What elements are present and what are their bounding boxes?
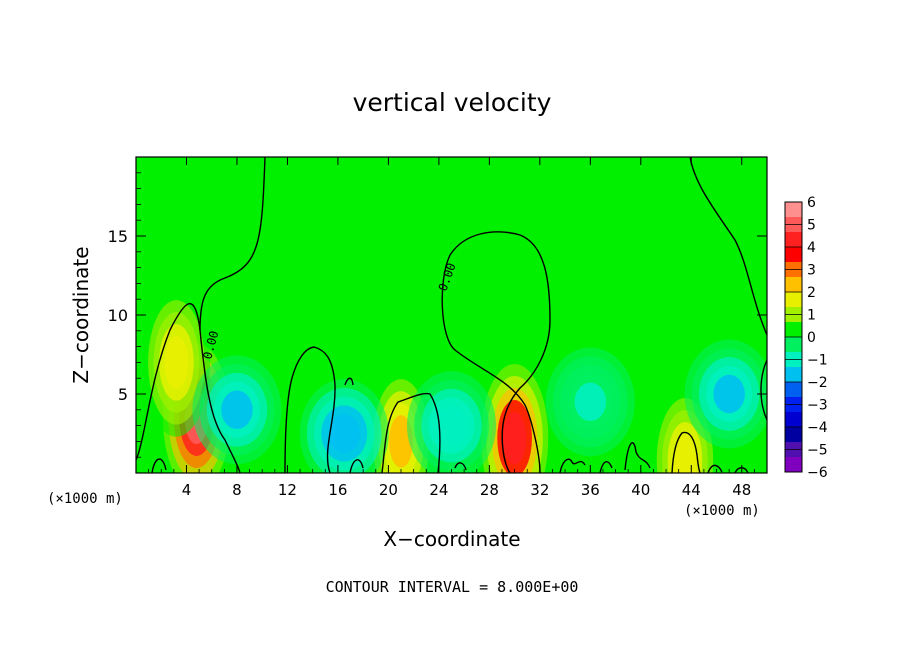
x-axis-label: X−coordinate	[383, 527, 521, 551]
colorbar-swatch	[785, 412, 802, 428]
field-blob-3-4	[389, 415, 413, 468]
y-axis: 5 10 15	[108, 172, 767, 458]
colorbar-swatch	[785, 277, 802, 293]
x-tick-label: 48	[732, 481, 751, 499]
colorbar-label: −3	[807, 398, 828, 414]
x-tick-label: 40	[631, 481, 650, 499]
colorbar-label: 6	[807, 195, 816, 211]
y-tick-label: 10	[108, 306, 128, 325]
x-tick-label: 20	[379, 481, 398, 499]
colorbar-swatch	[785, 292, 802, 308]
colorbar-label: 1	[807, 308, 816, 324]
field-blob-6-4	[328, 414, 360, 453]
contour-44	[671, 431, 701, 473]
colorbar-label: 0	[807, 330, 816, 346]
colorbar-swatch	[785, 247, 802, 263]
contour-interval-note: CONTOUR INTERVAL = 8.000E+00	[325, 578, 579, 596]
colorbar-label: −4	[807, 420, 828, 436]
x-tick-label: 44	[682, 481, 701, 499]
colorbar-swatch	[785, 337, 802, 353]
x-axis: 4 8 12 16 20 24 28 32 36 40 44 48	[148, 157, 755, 499]
colorbar-swatch	[785, 232, 802, 248]
colorbar-label: −6	[807, 465, 828, 481]
colorbar: 6 5 4 3 2 1 0 −1 −2 −3 −4 −5 −6	[784, 195, 828, 481]
colorbar-label: −1	[807, 353, 828, 369]
field-blob-4-4	[673, 434, 697, 473]
contour-left-updraft	[136, 303, 241, 473]
colorbar-label: 3	[807, 263, 816, 279]
contour-center-updraft	[441, 231, 551, 473]
colorbar-label: −5	[807, 443, 828, 459]
x-unit-left: (×1000 m)	[47, 491, 123, 507]
colorbar-swatch	[785, 382, 802, 398]
colorbar-swatch	[785, 457, 802, 473]
colorbar-label: 2	[807, 285, 816, 301]
contour-cell-21	[381, 392, 441, 473]
chart-title: vertical velocity	[352, 88, 552, 117]
contour-upper-left	[199, 157, 266, 331]
x-tick-label: 12	[278, 481, 297, 499]
x-tick-label: 24	[429, 481, 448, 499]
colorbar-swatch	[785, 427, 802, 443]
colorbar-swatch	[785, 322, 802, 338]
y-axis-label: Z−coordinate	[69, 246, 93, 384]
field-blob-2-4	[502, 411, 527, 465]
contour-mid-cell	[284, 346, 336, 473]
colorbar-label: 5	[807, 218, 816, 234]
contour-upper-right	[689, 157, 767, 336]
x-tick-label: 16	[328, 481, 347, 499]
contour-right-edge	[760, 359, 767, 421]
field-blob-5-4	[221, 390, 253, 430]
colorbar-label: −2	[807, 375, 828, 391]
y-tick-label: 5	[118, 385, 128, 404]
velocity-field	[136, 157, 767, 473]
x-unit-right: (×1000 m)	[684, 503, 760, 519]
x-tick-label: 28	[480, 481, 499, 499]
colorbar-swatch	[785, 202, 802, 218]
zero-contours	[136, 157, 767, 473]
x-tick-label: 8	[232, 481, 242, 499]
colorbar-swatch	[785, 367, 802, 383]
field-blob-7-4	[435, 406, 468, 445]
x-tick-label: 36	[581, 481, 600, 499]
field-blob-9-4	[574, 382, 607, 422]
x-tick-label: 4	[182, 481, 192, 499]
x-tick-label: 32	[530, 481, 549, 499]
field-blob-8-4	[713, 374, 745, 414]
y-tick-label: 15	[108, 227, 128, 246]
colorbar-label: 4	[807, 240, 816, 256]
field-blob-1-4	[164, 336, 189, 389]
